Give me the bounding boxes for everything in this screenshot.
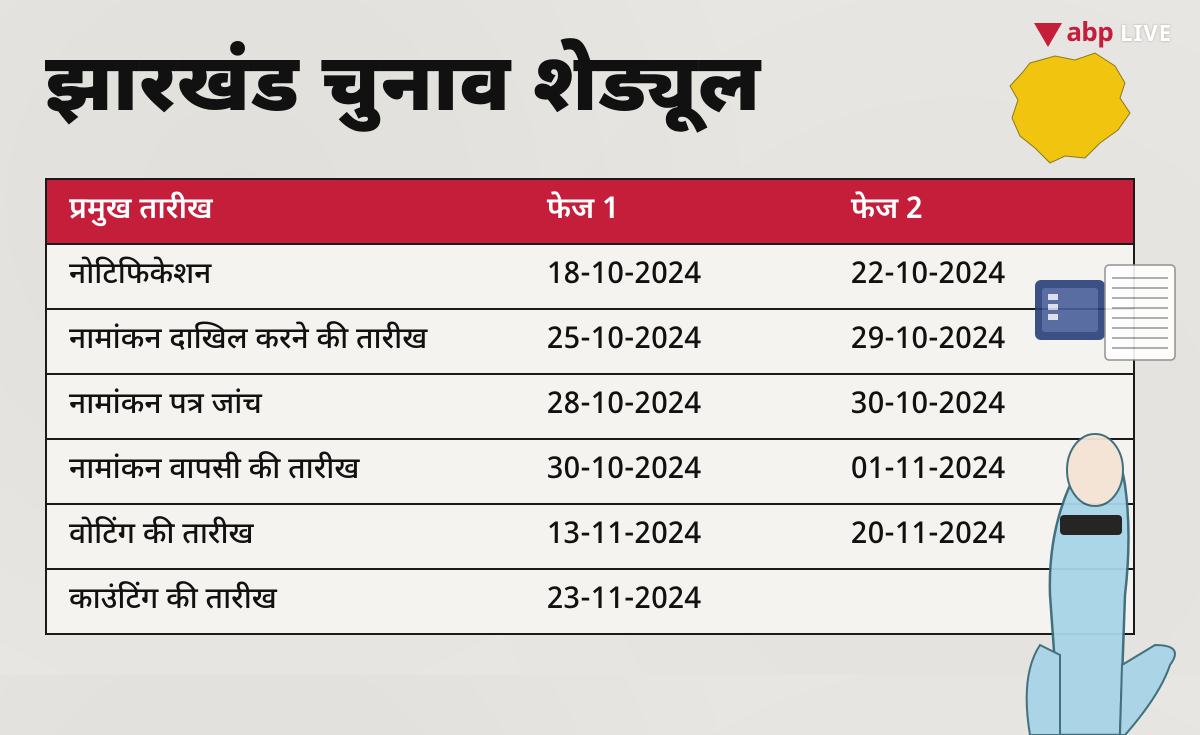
cell-phase1: 18-10-2024 (525, 244, 829, 309)
cell-label: नामांकन दाखिल करने की तारीख (47, 309, 525, 374)
cell-label: नामांकन वापसी की तारीख (47, 439, 525, 504)
evm-paper (1105, 265, 1175, 360)
cell-phase1: 13-11-2024 (525, 504, 829, 569)
cell-label: नामांकन पत्र जांच (47, 374, 525, 439)
finger-ink-mark (1060, 515, 1122, 535)
cell-phase1: 23-11-2024 (525, 569, 829, 633)
evm-button (1048, 294, 1058, 300)
cell-label: नोटिफिकेशन (47, 244, 525, 309)
finger-nail (1067, 434, 1123, 506)
map-shape (1010, 53, 1130, 163)
evm-button (1048, 314, 1058, 320)
col-header-phase-2: फेज 2 (829, 180, 1133, 244)
col-header-key-dates: प्रमुख तारीख (47, 180, 525, 244)
cell-phase1: 25-10-2024 (525, 309, 829, 374)
finger-side (1027, 645, 1060, 735)
cell-label: वोटिंग की तारीख (47, 504, 525, 569)
title-row: झारखंड चुनाव शेड्यूल (45, 38, 1155, 143)
cell-phase1: 28-10-2024 (525, 374, 829, 439)
col-header-phase-1: फेज 1 (525, 180, 829, 244)
cell-phase1: 30-10-2024 (525, 439, 829, 504)
evm-button (1048, 304, 1058, 310)
table-row: नोटिफिकेशन 18-10-2024 22-10-2024 (47, 244, 1133, 309)
state-map-icon (1000, 48, 1140, 168)
voting-finger-icon (960, 395, 1200, 735)
finger-side (1120, 645, 1175, 735)
table-row: नामांकन दाखिल करने की तारीख 25-10-2024 2… (47, 309, 1133, 374)
page-title: झारखंड चुनाव शेड्यूल (45, 38, 761, 143)
evm-machine-icon (1030, 260, 1180, 370)
table-header-row: प्रमुख तारीख फेज 1 फेज 2 (47, 180, 1133, 244)
cell-label: काउंटिंग की तारीख (47, 569, 525, 633)
